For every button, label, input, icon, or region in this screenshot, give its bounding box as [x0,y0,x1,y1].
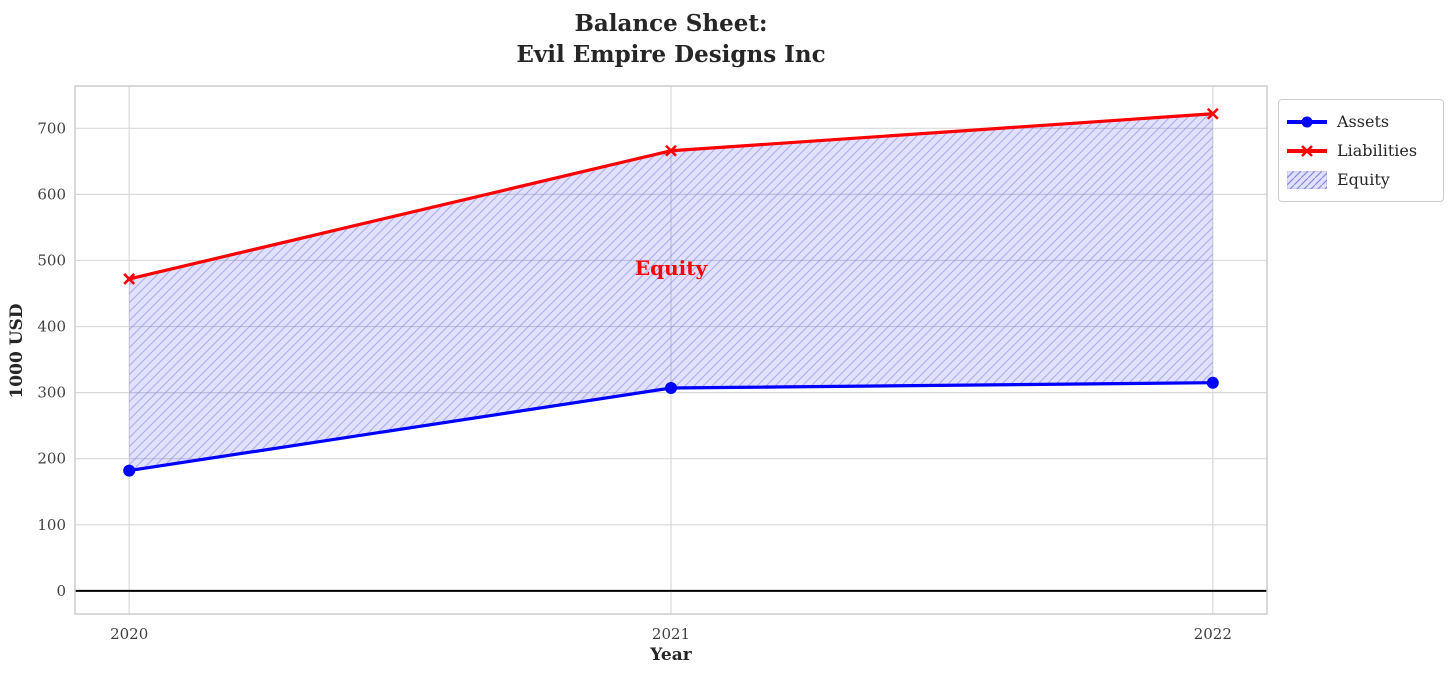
x-tick-label: 2021 [652,625,690,643]
legend-label-equity: Equity [1337,170,1390,189]
y-tick-label: 0 [56,582,66,600]
legend-item-liabilities: Liabilities [1287,136,1433,165]
equity-patch-icon [1287,170,1327,189]
equity-annotation: Equity [634,256,708,281]
chart-title-line2: Evil Empire Designs Inc [516,41,826,68]
y-tick-label: 700 [37,119,66,137]
chart-title-line1: Balance Sheet: [574,10,768,37]
y-tick-label: 400 [37,318,66,336]
y-tick-label: 100 [37,516,66,534]
x-tick-label: 2022 [1194,625,1232,643]
x-tick-label: 2020 [110,625,148,643]
assets-line-icon [1287,116,1327,127]
y-tick-label: 300 [37,384,66,402]
y-axis-label: 1000 USD [7,303,27,399]
legend-label-assets: Assets [1337,112,1390,131]
liabilities-line-icon [1287,144,1327,157]
y-tick-label: 600 [37,185,66,203]
legend-label-liabilities: Liabilities [1337,141,1418,160]
x-axis-label: Year [650,645,692,665]
y-tick-label: 500 [37,251,66,269]
chart-title: Balance Sheet: Evil Empire Designs Inc [0,8,1342,70]
legend-item-equity: Equity [1287,165,1433,194]
legend: Assets Liabilities Equity [1278,99,1444,202]
legend-item-assets: Assets [1287,107,1433,136]
y-tick-label: 200 [37,450,66,468]
